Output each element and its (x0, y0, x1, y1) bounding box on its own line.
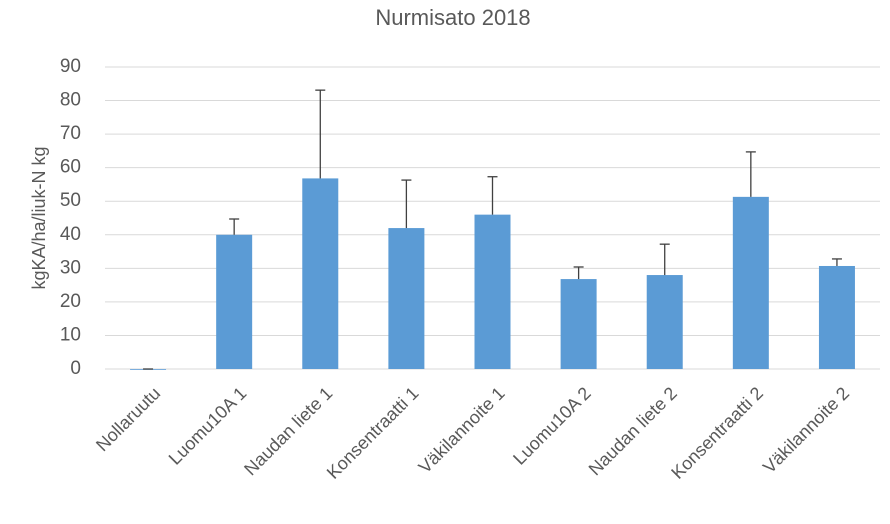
x-tick-label: Luomu10A 2 (509, 383, 595, 469)
x-tick-label: Luomu10A 1 (165, 383, 251, 469)
chart-title: Nurmisato 2018 (375, 5, 530, 30)
y-tick-label: 70 (60, 123, 81, 144)
y-tick-label: 0 (70, 358, 81, 379)
error-bar (745, 151, 756, 197)
bar (646, 275, 683, 369)
x-tick-label: Konsentraatti 1 (323, 383, 423, 483)
y-tick-label: 80 (60, 90, 81, 111)
error-bar (315, 89, 326, 179)
error-bar (487, 176, 498, 215)
bar (216, 234, 253, 369)
y-axis-label: kgKA/ha/liuk-N kg (29, 146, 49, 289)
error-bar (401, 179, 412, 229)
error-bar (659, 243, 670, 276)
x-tick-label: Väkilannoite 1 (415, 383, 509, 477)
error-bar (229, 218, 240, 235)
x-tick-label: Nollaruutu (92, 383, 164, 455)
y-tick-label: 10 (60, 324, 81, 345)
x-tick-label: Väkilannoite 2 (759, 383, 853, 477)
bar (388, 228, 425, 369)
bar (732, 196, 769, 369)
error-bar (831, 258, 842, 266)
y-tick-label: 30 (60, 257, 81, 278)
x-tick-label: Naudan liete 2 (585, 383, 681, 479)
x-tick-label: Konsentraatti 2 (667, 383, 767, 483)
error-bar (573, 266, 584, 280)
y-tick-label: 40 (60, 224, 81, 245)
x-tick-label: Naudan liete 1 (240, 383, 336, 479)
y-tick-label: 20 (60, 291, 81, 312)
bar (818, 265, 855, 369)
y-tick-label: 60 (60, 157, 81, 178)
bar (474, 214, 511, 369)
y-tick-label: 90 (60, 56, 81, 77)
bar (560, 279, 597, 369)
y-tick-label: 50 (60, 190, 81, 211)
bar (302, 178, 339, 369)
